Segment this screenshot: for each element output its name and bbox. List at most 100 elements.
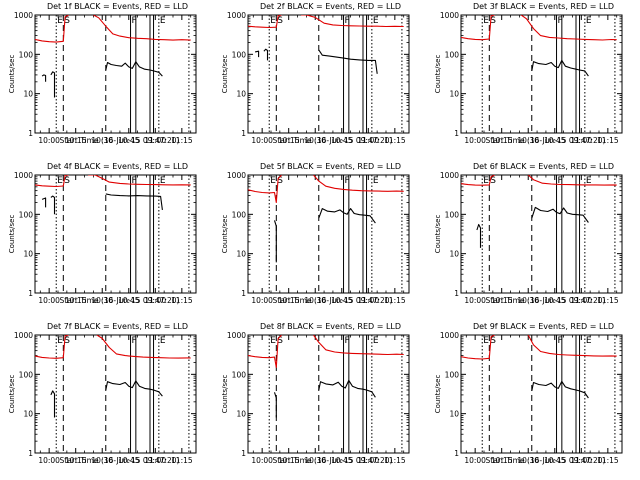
y-tick-label: 100 [445, 210, 460, 219]
series-line-lld [527, 335, 617, 357]
x-tick-label: 11:00 [570, 296, 592, 305]
chart-title: Det 9f BLACK = Events, RED = LLD [473, 322, 614, 331]
y-tick-label: 1000 [227, 11, 246, 20]
x-tick-label: 10:00 [464, 136, 486, 145]
x-axis-label: Start Time (16-Jun-15 09:47:20) [60, 136, 180, 145]
y-axis-label: Counts/sec [8, 375, 16, 414]
x-tick-label: 11:15 [384, 296, 406, 305]
x-tick-label: 11:00 [570, 136, 592, 145]
series-line-lld [88, 175, 191, 186]
x-tick-label: 10:15 [278, 136, 300, 145]
y-tick-label: 100 [232, 370, 247, 379]
time-marker-label: F [132, 336, 137, 346]
series-line-lld [527, 175, 617, 186]
y-axis-label: Counts/sec [434, 215, 442, 254]
y-tick-label: 100 [232, 210, 247, 219]
y-axis-label: Counts/sec [221, 55, 229, 94]
series-line-events [531, 206, 589, 223]
detector-panel-1: Det 1f BLACK = Events, RED = LLD 1 10 100 10… [0, 0, 213, 160]
chart-title: Det 2f BLACK = Events, RED = LLD [260, 2, 401, 11]
y-tick-label: 1 [454, 129, 459, 138]
time-marker-label: F [345, 336, 350, 346]
y-tick-label: 1 [28, 129, 33, 138]
time-marker-label: E [270, 16, 276, 26]
x-tick-label: 10:15 [491, 296, 513, 305]
y-tick-label: 1000 [14, 171, 33, 180]
series-group [248, 335, 404, 418]
x-tick-label: 11:15 [384, 136, 406, 145]
y-tick-label: 1000 [440, 171, 459, 180]
y-tick-label: 1000 [440, 331, 459, 340]
time-marker-label: F [345, 176, 350, 186]
plot-frame [247, 174, 410, 294]
y-tick-label: 1 [454, 449, 459, 458]
chart-svg: Det 8f BLACK = Events, RED = LLD 1 10 100 10… [221, 322, 410, 465]
time-marker-label: S [277, 16, 283, 26]
x-tick-label: 10:15 [65, 456, 87, 465]
x-tick-label: 10:00 [464, 296, 486, 305]
time-marker-label: E [270, 336, 276, 346]
time-marker-label: E [160, 16, 166, 26]
x-tick-label: 11:00 [144, 136, 166, 145]
x-tick-label: 10:30 [517, 456, 539, 465]
y-tick-label: 10 [449, 90, 459, 99]
x-tick-label: 10:45 [331, 136, 353, 145]
chart-title: Det 4f BLACK = Events, RED = LLD [47, 162, 188, 171]
series-line-events [531, 59, 589, 77]
x-tick-label: 10:30 [91, 456, 113, 465]
y-tick-label: 10 [236, 90, 246, 99]
detector-panel-4: Det 4f BLACK = Events, RED = LLD 1 10 100 10… [0, 160, 213, 320]
x-tick-label: 11:15 [597, 136, 619, 145]
series-line-events [254, 50, 260, 58]
chart-title: Det 5f BLACK = Events, RED = LLD [260, 162, 401, 171]
series-line-events [273, 220, 277, 263]
time-marker-label: S [490, 16, 496, 26]
x-tick-label: 10:15 [491, 136, 513, 145]
y-tick-label: 1000 [14, 331, 33, 340]
x-axis-label: Start Time (16-Jun-15 09:47:20) [273, 136, 393, 145]
y-tick-label: 10 [23, 90, 33, 99]
series-line-lld [301, 15, 404, 28]
series-line-lld [248, 175, 283, 204]
y-tick-label: 1000 [227, 331, 246, 340]
detector-panel-6: Det 6f BLACK = Events, RED = LLD 1 10 100 10… [426, 160, 639, 320]
chart-svg: Det 6f BLACK = Events, RED = LLD 1 10 100 10… [434, 162, 623, 305]
plot-frame [460, 174, 623, 294]
y-axis-label: Counts/sec [221, 215, 229, 254]
plot-frame [247, 334, 410, 454]
series-line-lld [520, 15, 617, 41]
x-tick-label: 10:30 [517, 136, 539, 145]
series-line-events [41, 197, 47, 208]
x-tick-label: 11:00 [144, 456, 166, 465]
series-line-lld [461, 175, 495, 186]
plot-frame [460, 14, 623, 134]
x-tick-label: 10:00 [251, 136, 273, 145]
series-group [35, 335, 191, 418]
y-tick-label: 1000 [440, 11, 459, 20]
x-axis-label: Start Time (16-Jun-15 09:47:20) [273, 456, 393, 465]
x-tick-label: 10:15 [278, 296, 300, 305]
x-tick-label: 10:00 [38, 296, 60, 305]
series-line-lld [35, 15, 69, 43]
time-marker-label: E [373, 176, 379, 186]
time-marker-label: F [132, 16, 137, 26]
y-axis-label: Counts/sec [8, 215, 16, 254]
x-tick-label: 10:30 [91, 296, 113, 305]
detector-panel-7: Det 7f BLACK = Events, RED = LLD 1 10 100 10… [0, 320, 213, 480]
time-marker-label: S [64, 16, 70, 26]
y-tick-label: 1 [241, 129, 246, 138]
x-tick-label: 10:00 [38, 136, 60, 145]
x-tick-label: 11:00 [357, 456, 379, 465]
series-line-events [105, 193, 163, 210]
x-tick-label: 11:00 [357, 296, 379, 305]
chart-svg: Det 5f BLACK = Events, RED = LLD 1 10 100 10… [221, 162, 410, 305]
series-group [248, 15, 404, 74]
y-tick-label: 1000 [14, 11, 33, 20]
x-tick-label: 10:15 [491, 456, 513, 465]
series-line-lld [93, 15, 191, 41]
series-line-lld [96, 335, 191, 359]
time-marker-label: E [483, 176, 489, 186]
series-line-lld [461, 335, 495, 360]
y-tick-label: 100 [445, 370, 460, 379]
